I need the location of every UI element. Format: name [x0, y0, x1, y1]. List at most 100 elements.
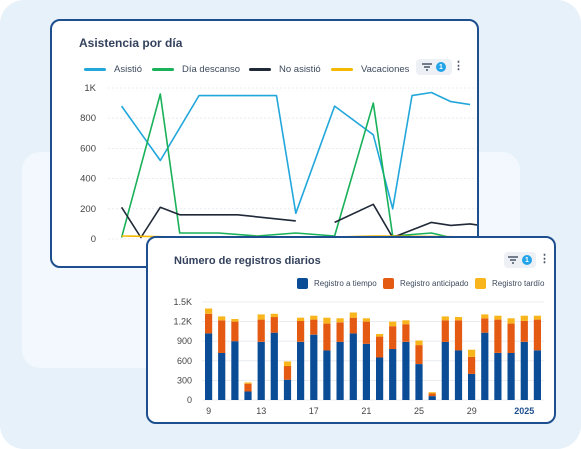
bar-segment-1: [362, 321, 370, 344]
bar-segment-2: [270, 313, 278, 318]
bar-segment-2: [336, 318, 344, 323]
y-tick-label: 0: [91, 234, 96, 245]
y-tick-label: 400: [80, 174, 96, 185]
bar-segment-2: [507, 318, 515, 324]
bar-segment-1: [336, 322, 344, 342]
kebab-menu-icon[interactable]: ⋮: [453, 60, 464, 72]
bar-segment-2: [402, 320, 410, 325]
filter-count-badge: 1: [436, 62, 446, 72]
bar-segment-2: [257, 314, 265, 320]
legend-item-dia-descanso[interactable]: Día descanso: [152, 64, 240, 75]
legend-label: Asistió: [114, 64, 142, 75]
bar-segment-2: [244, 382, 252, 384]
y-tick-label: 1K: [84, 83, 96, 94]
bar-segment-0: [349, 333, 357, 400]
x-tick-label: 13: [256, 406, 266, 416]
legend-label: Registro tardío: [492, 279, 545, 288]
x-tick-label: 2025: [514, 406, 534, 416]
filter-icon: [508, 256, 518, 264]
bar-segment-0: [283, 379, 292, 400]
legend-swatch: [249, 68, 271, 71]
bar-segment-1: [244, 383, 252, 392]
bar-segment-0: [336, 341, 344, 400]
legend-item-vacaciones[interactable]: Vacaciones: [331, 64, 409, 75]
bar-segment-0: [231, 341, 239, 400]
bar-segment-2: [468, 349, 476, 357]
bar-segment-0: [481, 332, 489, 400]
bar-segment-0: [402, 341, 410, 400]
bar-segment-0: [205, 333, 213, 400]
legend-swatch: [84, 68, 106, 71]
bar-segment-2: [362, 318, 370, 322]
series-line-0: [120, 91, 471, 215]
legend-label: Registro anticipado: [400, 279, 469, 288]
bar-segment-1: [205, 313, 213, 334]
bar-segment-2: [428, 392, 436, 394]
bar-segment-1: [415, 345, 423, 364]
filter-icon: [422, 63, 432, 71]
bar-segment-2: [283, 361, 292, 367]
bar-segment-1: [310, 319, 318, 335]
legend-item-asistio[interactable]: Asistió: [84, 64, 142, 75]
legend-item-anticipado[interactable]: Registro anticipado: [383, 278, 468, 289]
x-tick-label: 17: [309, 406, 319, 416]
bar-segment-2: [441, 316, 449, 321]
series-line-1: [120, 93, 471, 239]
bar-segment-0: [454, 350, 463, 400]
y-tick-label: 1.5K: [173, 297, 192, 307]
kebab-menu-icon[interactable]: ⋮: [539, 253, 550, 265]
bar-segment-1: [389, 326, 397, 350]
y-tick-label: 800: [80, 113, 96, 124]
y-tick-label: 600: [177, 356, 192, 366]
bar-segment-1: [481, 318, 489, 333]
series-line-2: [334, 203, 477, 239]
bar-segment-0: [494, 353, 502, 400]
legend-label: Vacaciones: [361, 64, 410, 75]
bar-segment-2: [454, 317, 463, 321]
bar-segment-2: [218, 316, 226, 321]
bar-segment-2: [323, 317, 331, 324]
bar-segment-0: [270, 332, 278, 400]
y-tick-label: 0: [187, 395, 192, 405]
bar-segment-0: [441, 341, 449, 400]
bar-segment-2: [297, 317, 305, 321]
series-line-2: [120, 206, 296, 239]
bar-segment-1: [349, 317, 357, 334]
bar-segment-1: [520, 320, 528, 342]
y-tick-label: 900: [177, 336, 192, 346]
x-tick-label: 21: [361, 406, 371, 416]
bar-segment-1: [494, 319, 502, 353]
bar-segment-0: [297, 341, 305, 400]
legend-swatch: [297, 278, 308, 289]
bar-segment-1: [297, 320, 305, 342]
filter-button[interactable]: 1: [504, 252, 536, 268]
bar-segment-0: [218, 353, 226, 400]
bar-segment-1: [323, 323, 331, 351]
legend-item-a-tiempo[interactable]: Registro a tiempo: [297, 278, 377, 289]
legend-item-no-asistio[interactable]: No asistió: [249, 64, 321, 75]
bar-segment-1: [257, 319, 265, 342]
legend-label: Registro a tiempo: [314, 279, 377, 288]
daily-records-bar-chart: 0 300 600 900 1.2K 1.5K 9 13 17 21 25 29 2025: [173, 297, 544, 416]
bar-segment-1: [283, 366, 292, 380]
daily-records-card: Número de registros diarios 1 ⋮ Registro…: [146, 236, 556, 424]
bar-segment-0: [428, 396, 436, 400]
bar-segment-1: [376, 336, 384, 358]
filter-button[interactable]: 1: [416, 59, 452, 75]
bar-segment-2: [415, 340, 423, 346]
bar-segment-1: [507, 323, 515, 353]
bar-segment-0: [310, 334, 318, 400]
bar-segment-1: [428, 393, 436, 397]
bar-segment-0: [376, 357, 384, 400]
bar-segment-2: [389, 321, 397, 327]
bar-segment-0: [244, 391, 252, 400]
legend-swatch: [475, 278, 486, 289]
bar-segment-0: [415, 364, 423, 400]
legend-swatch: [331, 68, 353, 71]
legend-item-tardio[interactable]: Registro tardío: [475, 278, 544, 289]
bar-segment-2: [533, 315, 541, 320]
bar-segment-2: [231, 319, 239, 322]
bar-segment-0: [468, 373, 476, 400]
bar-segment-2: [494, 315, 502, 320]
y-tick-label: 300: [177, 375, 192, 385]
